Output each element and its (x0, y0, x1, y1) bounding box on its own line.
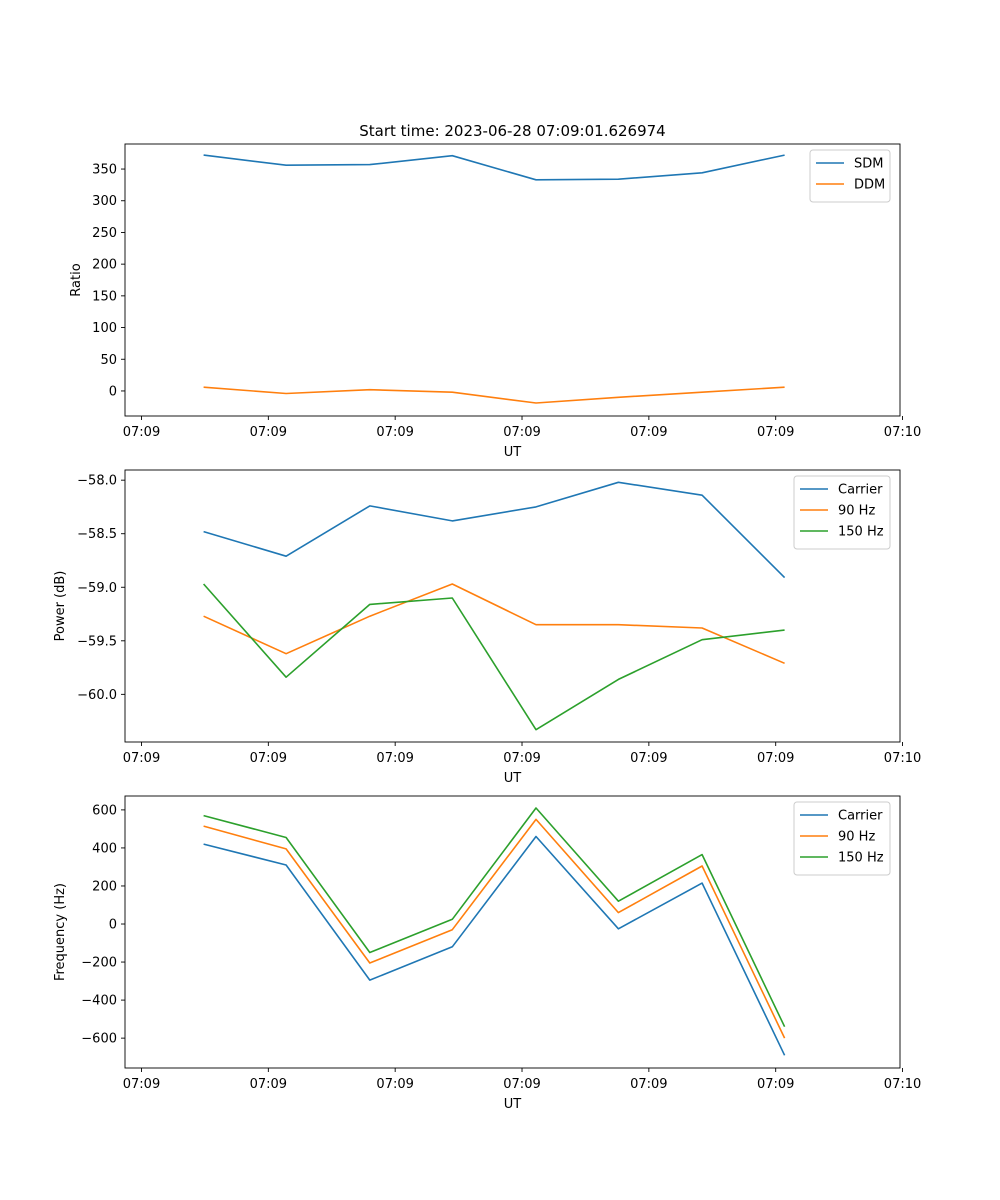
series-line-ddm (203, 386, 785, 404)
y-tick-label: 200 (92, 258, 117, 273)
y-tick-label: 100 (92, 321, 117, 336)
series-line-90-hz (203, 818, 786, 1039)
y-tick-label: −200 (81, 956, 117, 971)
x-tick-label: 07:09 (630, 751, 667, 766)
x-tick-label: 07:09 (503, 751, 540, 766)
legend-label: DDM (854, 178, 885, 193)
y-axis-label: Frequency (Hz) (53, 883, 68, 981)
x-axis-label: UT (504, 1097, 522, 1112)
x-axis-label: UT (504, 445, 522, 460)
y-axis-label: Power (dB) (53, 571, 68, 642)
x-tick-label: 07:09 (630, 1077, 667, 1092)
x-tick-label: 07:09 (630, 425, 667, 440)
subplot-1: 07:09 07:09 07:09 07:09 07:09 07:09 07:10 0 50 10… (69, 143, 921, 460)
y-tick-label: 250 (92, 226, 117, 241)
y-tick-label: −59.0 (77, 581, 117, 596)
legend: SDM DDM (809, 149, 891, 203)
x-tick-label: 07:10 (884, 1077, 921, 1092)
series-line-carrier (203, 481, 786, 579)
series-line-150-hz (203, 807, 786, 1028)
series-line-sdm (203, 154, 785, 181)
legend-label: SDM (854, 157, 883, 172)
subplot-3: 07:09 07:09 07:09 07:09 07:09 07:09 07:10 −600 −… (53, 795, 921, 1112)
subplot-2: 07:09 07:09 07:09 07:09 07:09 07:09 07:10 −60.0… (53, 469, 921, 786)
x-tick-label: 07:09 (123, 1077, 160, 1092)
y-tick-label: −600 (81, 1032, 117, 1047)
x-tick-label: 07:09 (757, 1077, 794, 1092)
x-tick-label: 07:09 (250, 751, 287, 766)
legend-label: 150 Hz (838, 851, 884, 866)
axes-frame (124, 795, 901, 1069)
y-tick-label: 0 (109, 918, 117, 933)
axes-frame (124, 143, 901, 417)
y-tick-label: 300 (92, 194, 117, 209)
legend-label: 150 Hz (838, 525, 884, 540)
x-tick-label: 07:09 (503, 425, 540, 440)
x-axis-label: UT (504, 771, 522, 786)
y-tick-label: 400 (92, 841, 117, 856)
subplots: 07:09 07:09 07:09 07:09 07:09 07:09 07:10 0 50 10… (53, 143, 921, 1112)
x-tick-label: 07:09 (376, 425, 413, 440)
legend: Carrier 90 Hz 150 Hz (793, 801, 891, 876)
y-tick-label: 600 (92, 803, 117, 818)
axes-frame (124, 469, 901, 743)
y-tick-label: −59.5 (77, 634, 117, 649)
x-tick-label: 07:10 (884, 425, 921, 440)
x-tick-label: 07:09 (376, 751, 413, 766)
x-tick-label: 07:09 (757, 425, 794, 440)
y-tick-label: 150 (92, 289, 117, 304)
y-tick-label: 350 (92, 163, 117, 178)
y-tick-label: 50 (100, 353, 117, 368)
y-axis-label: Ratio (69, 263, 84, 296)
y-tick-label: 0 (109, 384, 117, 399)
legend: Carrier 90 Hz 150 Hz (793, 475, 891, 550)
legend-label: Carrier (838, 809, 883, 824)
y-tick-label: −400 (81, 994, 117, 1009)
series-line-90-hz (203, 583, 785, 665)
y-tick-label: −60.0 (77, 688, 117, 703)
x-tick-label: 07:09 (123, 425, 160, 440)
legend-label: 90 Hz (838, 504, 875, 519)
x-tick-label: 07:09 (503, 1077, 540, 1092)
legend-label: Carrier (838, 483, 883, 498)
y-tick-label: −58.5 (77, 527, 117, 542)
x-tick-label: 07:09 (376, 1077, 413, 1092)
x-tick-label: 07:09 (250, 1077, 287, 1092)
legend-label: 90 Hz (838, 830, 875, 845)
x-tick-label: 07:09 (123, 751, 160, 766)
y-tick-label: 200 (92, 879, 117, 894)
x-tick-label: 07:10 (884, 751, 921, 766)
y-tick-label: −58.0 (77, 474, 117, 489)
series-line-carrier (203, 835, 786, 1056)
x-tick-label: 07:09 (757, 751, 794, 766)
figure-title: Start time: 2023-06-28 07:09:01.626974 (359, 122, 665, 140)
series-line-150-hz (203, 583, 785, 731)
x-tick-label: 07:09 (250, 425, 287, 440)
